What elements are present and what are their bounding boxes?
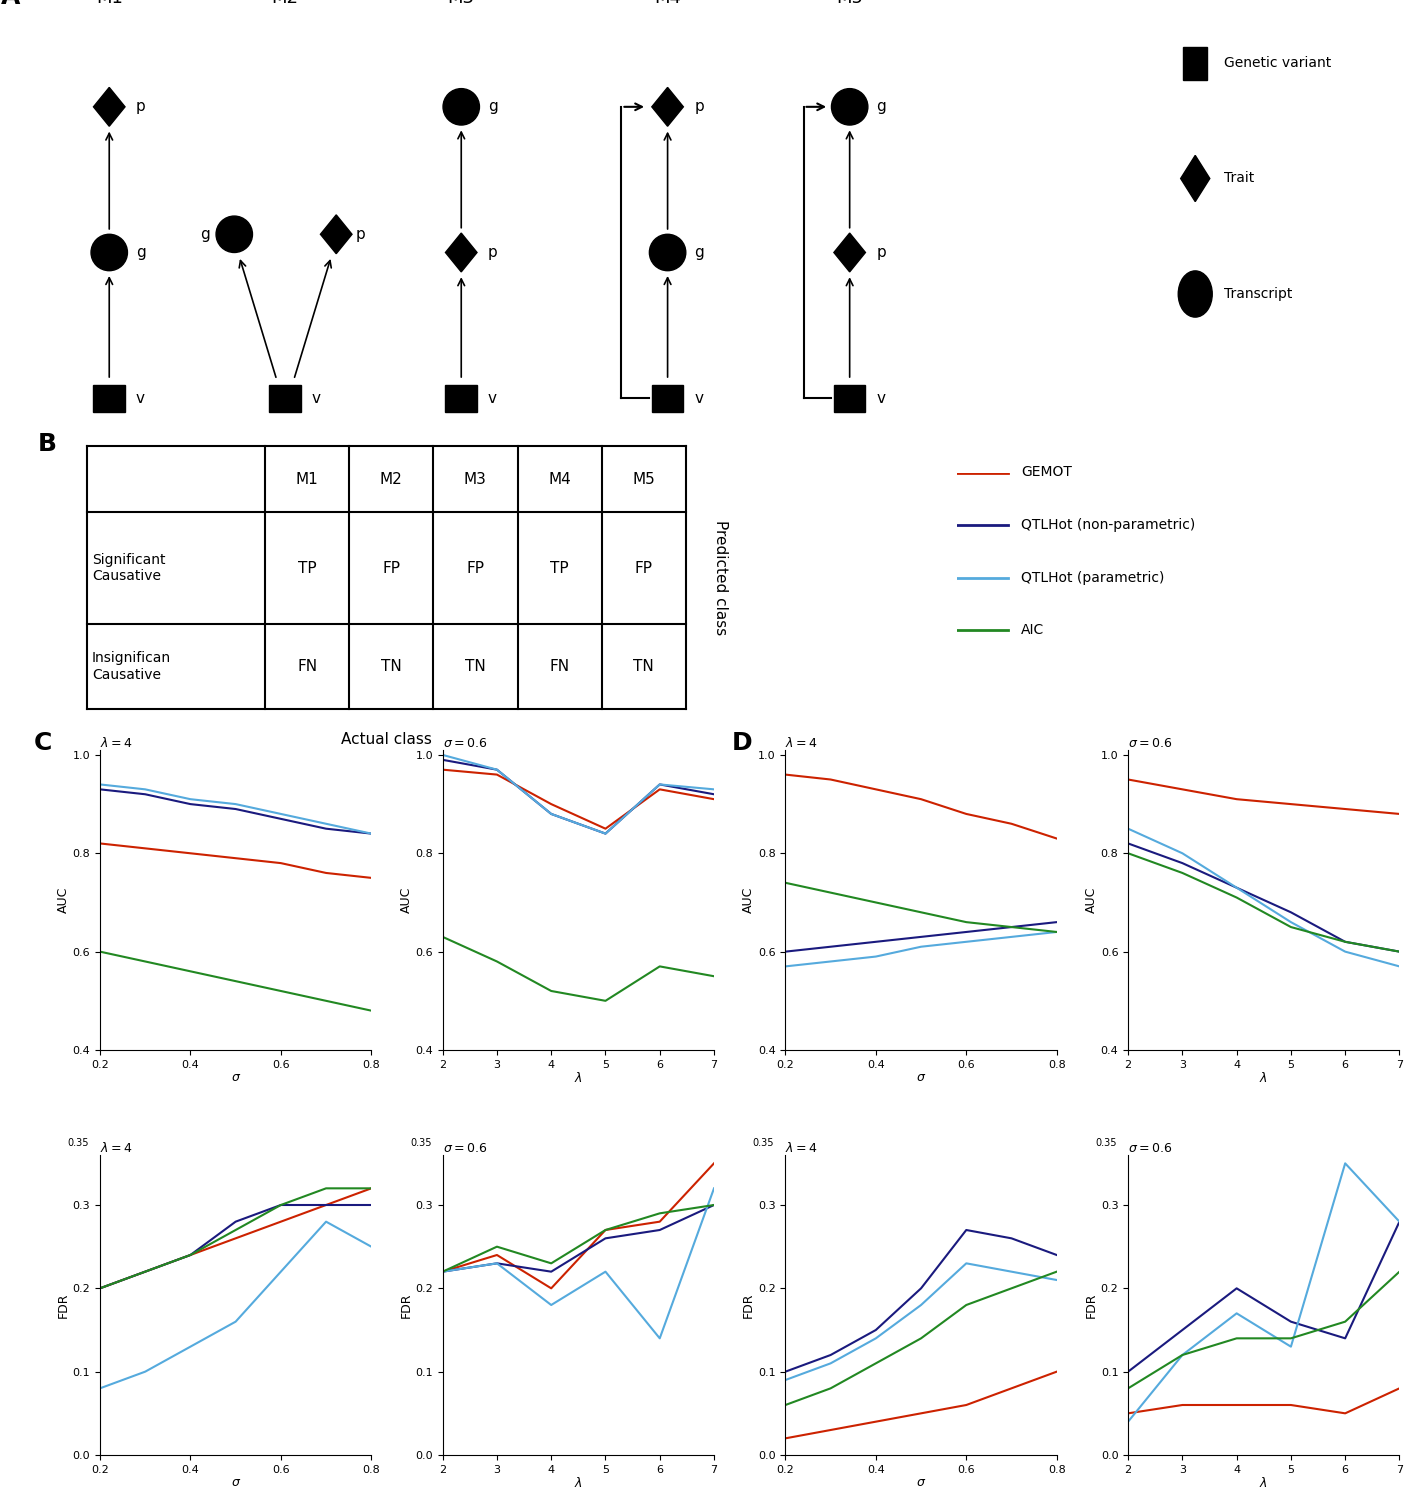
Text: p: p: [356, 226, 366, 242]
X-axis label: $\lambda$: $\lambda$: [574, 1476, 583, 1490]
Text: M4: M4: [654, 0, 681, 8]
Text: TN: TN: [466, 658, 486, 674]
Text: M5: M5: [837, 0, 863, 8]
Text: $\sigma = 0.6$: $\sigma = 0.6$: [443, 736, 487, 750]
Text: 0.35: 0.35: [1095, 1138, 1117, 1148]
Polygon shape: [834, 384, 865, 411]
X-axis label: $\lambda$: $\lambda$: [1259, 1476, 1268, 1490]
Polygon shape: [446, 232, 477, 272]
Y-axis label: AUC: AUC: [400, 886, 413, 914]
Text: $\lambda = 4$: $\lambda = 4$: [100, 1142, 133, 1155]
Text: v: v: [136, 390, 146, 405]
Text: 0.35: 0.35: [410, 1138, 431, 1148]
Text: Predicted class: Predicted class: [713, 520, 728, 634]
Text: g: g: [694, 244, 704, 260]
Text: TN: TN: [634, 658, 654, 674]
Text: M1: M1: [296, 471, 318, 486]
Text: QTLHot (non-parametric): QTLHot (non-parametric): [1021, 518, 1195, 532]
Polygon shape: [320, 214, 351, 254]
Y-axis label: AUC: AUC: [57, 886, 70, 914]
Polygon shape: [93, 87, 126, 126]
Text: Transcript: Transcript: [1224, 286, 1292, 302]
Text: FP: FP: [634, 561, 653, 576]
X-axis label: $\lambda$: $\lambda$: [1259, 1071, 1268, 1084]
Text: g: g: [136, 244, 146, 260]
X-axis label: $\sigma$: $\sigma$: [915, 1071, 927, 1084]
Polygon shape: [1182, 46, 1208, 80]
Text: D: D: [733, 730, 753, 754]
Circle shape: [650, 234, 685, 270]
Text: $\sigma = 0.6$: $\sigma = 0.6$: [1128, 1142, 1172, 1155]
Polygon shape: [93, 384, 126, 411]
Y-axis label: AUC: AUC: [743, 886, 755, 914]
Text: FN: FN: [297, 658, 317, 674]
Text: v: v: [877, 390, 885, 405]
Text: M4: M4: [548, 471, 571, 486]
Y-axis label: FDR: FDR: [1085, 1293, 1098, 1318]
Polygon shape: [446, 384, 477, 411]
Text: $\lambda = 4$: $\lambda = 4$: [100, 736, 133, 750]
Circle shape: [1178, 272, 1212, 316]
Text: Significant
Causative: Significant Causative: [91, 554, 166, 584]
X-axis label: $\lambda$: $\lambda$: [574, 1071, 583, 1084]
Text: v: v: [488, 390, 497, 405]
Circle shape: [831, 88, 868, 125]
Text: B: B: [37, 432, 56, 456]
Text: p: p: [694, 99, 704, 114]
Text: M3: M3: [464, 471, 487, 486]
Y-axis label: AUC: AUC: [1085, 886, 1098, 914]
Text: 0.35: 0.35: [753, 1138, 774, 1148]
Circle shape: [443, 88, 480, 125]
Text: Insignifican
Causative: Insignifican Causative: [91, 651, 171, 681]
Circle shape: [216, 216, 253, 252]
Text: FP: FP: [383, 561, 400, 576]
Text: Trait: Trait: [1224, 171, 1255, 186]
Text: $\sigma = 0.6$: $\sigma = 0.6$: [443, 1142, 487, 1155]
Text: TN: TN: [381, 658, 401, 674]
Text: g: g: [877, 99, 887, 114]
Text: QTLHot (parametric): QTLHot (parametric): [1021, 572, 1164, 585]
Text: M2: M2: [380, 471, 403, 486]
Y-axis label: FDR: FDR: [400, 1293, 413, 1318]
Text: FP: FP: [467, 561, 484, 576]
Text: p: p: [877, 244, 887, 260]
Text: $\lambda = 4$: $\lambda = 4$: [785, 736, 818, 750]
Text: M2: M2: [271, 0, 298, 8]
X-axis label: $\sigma$: $\sigma$: [230, 1476, 241, 1490]
Polygon shape: [651, 87, 684, 126]
Text: v: v: [311, 390, 321, 405]
Text: AIC: AIC: [1021, 624, 1044, 638]
Text: M3: M3: [448, 0, 474, 8]
Text: g: g: [200, 226, 210, 242]
Text: FN: FN: [550, 658, 570, 674]
Text: 0.35: 0.35: [67, 1138, 89, 1148]
Text: TP: TP: [298, 561, 317, 576]
Y-axis label: FDR: FDR: [743, 1293, 755, 1318]
Text: Actual class: Actual class: [341, 732, 431, 747]
Text: p: p: [136, 99, 146, 114]
Text: C: C: [34, 730, 51, 754]
Polygon shape: [1181, 156, 1210, 201]
Text: Genetic variant: Genetic variant: [1224, 56, 1332, 70]
Text: p: p: [488, 244, 498, 260]
Text: $\sigma = 0.6$: $\sigma = 0.6$: [1128, 736, 1172, 750]
Text: M1: M1: [96, 0, 123, 8]
Text: v: v: [694, 390, 704, 405]
Y-axis label: FDR: FDR: [57, 1293, 70, 1318]
Text: GEMOT: GEMOT: [1021, 465, 1072, 480]
Polygon shape: [834, 232, 865, 272]
Circle shape: [91, 234, 127, 270]
Text: $\lambda = 4$: $\lambda = 4$: [785, 1142, 818, 1155]
Text: g: g: [488, 99, 498, 114]
Text: A: A: [1, 0, 20, 9]
Text: M5: M5: [633, 471, 655, 486]
X-axis label: $\sigma$: $\sigma$: [230, 1071, 241, 1084]
Polygon shape: [270, 384, 301, 411]
X-axis label: $\sigma$: $\sigma$: [915, 1476, 927, 1490]
Polygon shape: [651, 384, 684, 411]
Text: TP: TP: [550, 561, 568, 576]
